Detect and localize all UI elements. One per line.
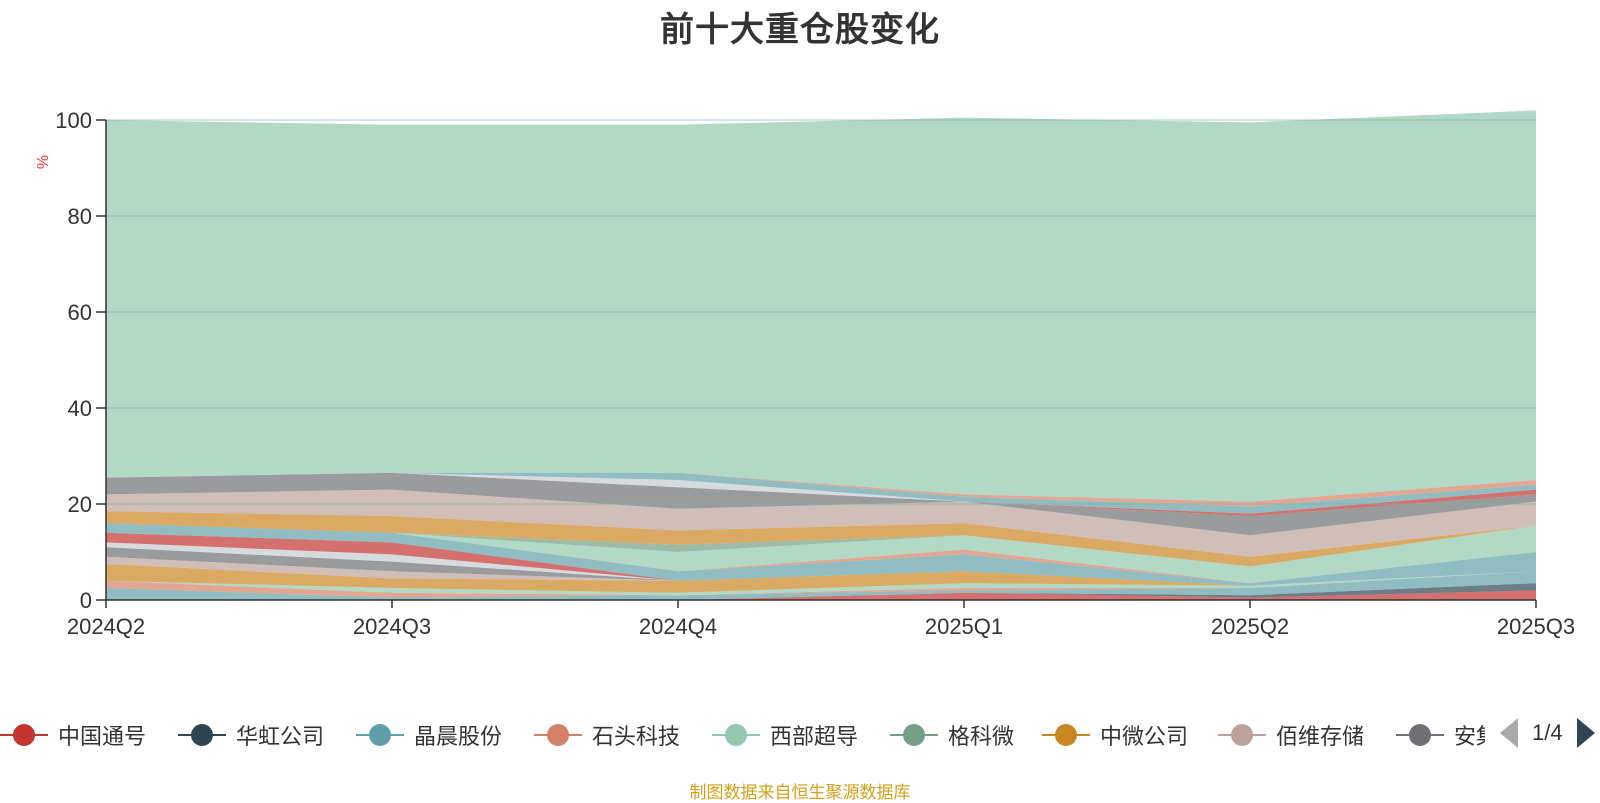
legend-next-arrow-icon[interactable] bbox=[1576, 718, 1595, 748]
legend-item[interactable]: 华虹公司 bbox=[178, 720, 324, 750]
legend-item[interactable]: 格科微 bbox=[890, 720, 1014, 750]
x-tick-label-3: 2025Q1 bbox=[925, 614, 1003, 639]
legend-item-label: 华虹公司 bbox=[236, 725, 325, 750]
legend-item[interactable]: 安集科技 bbox=[1396, 720, 1485, 750]
area-series-0 bbox=[106, 590, 1536, 600]
legend-item[interactable]: 西部超导 bbox=[712, 720, 858, 750]
x-tick-label-1: 2024Q3 bbox=[353, 614, 431, 639]
legend-item[interactable]: 晶晨股份 bbox=[356, 720, 502, 750]
area-series-15 bbox=[106, 511, 1536, 567]
legend-item-label: 石头科技 bbox=[592, 725, 681, 750]
area-series-8 bbox=[106, 547, 1536, 586]
legend-marker-icon bbox=[1042, 722, 1090, 748]
legend-item-label: 中微公司 bbox=[1100, 725, 1189, 750]
chart-title: 前十大重仓股变化 bbox=[660, 10, 940, 50]
x-tick-label-2: 2024Q4 bbox=[639, 614, 717, 639]
legend-marker-icon bbox=[1218, 722, 1266, 748]
area-series-11 bbox=[106, 523, 1536, 586]
legend-prev-arrow-icon[interactable] bbox=[1500, 718, 1518, 748]
legend-marker-icon bbox=[1396, 722, 1444, 748]
area-series-1 bbox=[106, 583, 1536, 600]
legend-item-label: 中国通号 bbox=[58, 725, 147, 750]
y-tick-label-1: 20 bbox=[68, 492, 92, 517]
legend-marker-icon bbox=[890, 722, 938, 748]
legend-item[interactable]: 中国通号 bbox=[0, 720, 146, 750]
legend: 中国通号 华虹公司 晶晨股份 石头科技 西部超导 格科微 中微公司 佰维存储 安集科技 bbox=[0, 715, 1485, 755]
area-series-4 bbox=[106, 571, 1536, 596]
x-tick-label-5: 2025Q3 bbox=[1497, 614, 1575, 639]
legend-marker-icon bbox=[356, 722, 404, 748]
legend-item[interactable]: 佰维存储 bbox=[1218, 720, 1364, 750]
y-axis-label: % bbox=[35, 155, 52, 169]
area-chart: 0 20 40 60 80 100 2024Q2 2024Q3 2024Q4 2025Q1 2025… bbox=[35, 108, 1575, 639]
legend-marker-icon bbox=[0, 722, 48, 748]
area-series-7 bbox=[106, 556, 1536, 586]
area-series-2 bbox=[106, 571, 1536, 600]
data-source-note: 制图数据来自恒生聚源数据库 bbox=[689, 783, 911, 803]
x-tick-label-0: 2024Q2 bbox=[67, 614, 145, 639]
legend-item-label: 佰维存储 bbox=[1276, 725, 1365, 750]
area-series-3 bbox=[106, 571, 1536, 598]
y-tick-label-4: 80 bbox=[68, 204, 92, 229]
legend-item-label: 安集科技 bbox=[1454, 725, 1485, 750]
legend-item-label: 晶晨股份 bbox=[414, 725, 503, 750]
legend-item[interactable]: 石头科技 bbox=[534, 720, 680, 750]
legend-item-label: 格科微 bbox=[948, 725, 1015, 750]
area-series-13 bbox=[106, 523, 1536, 584]
legend-page-info: 1/4 bbox=[1532, 720, 1563, 745]
y-tick-label-2: 40 bbox=[68, 396, 92, 421]
y-tick-label-3: 60 bbox=[68, 300, 92, 325]
area-series-10 bbox=[106, 532, 1536, 586]
y-tick-label-0: 0 bbox=[80, 588, 92, 613]
area-series-18 bbox=[106, 472, 1536, 516]
area-series-22 bbox=[106, 110, 1536, 502]
legend-item-label: 西部超导 bbox=[770, 725, 859, 750]
legend-pager: 1/4 bbox=[1500, 718, 1595, 748]
legend-marker-icon bbox=[178, 722, 226, 748]
y-tick-label-5: 100 bbox=[55, 108, 92, 133]
area-series-6 bbox=[106, 564, 1536, 593]
area-series-16 bbox=[106, 489, 1536, 557]
x-tick-label-4: 2025Q2 bbox=[1211, 614, 1289, 639]
legend-item[interactable]: 中微公司 bbox=[1042, 720, 1188, 750]
legend-marker-icon bbox=[712, 722, 760, 748]
legend-marker-icon bbox=[534, 722, 582, 748]
